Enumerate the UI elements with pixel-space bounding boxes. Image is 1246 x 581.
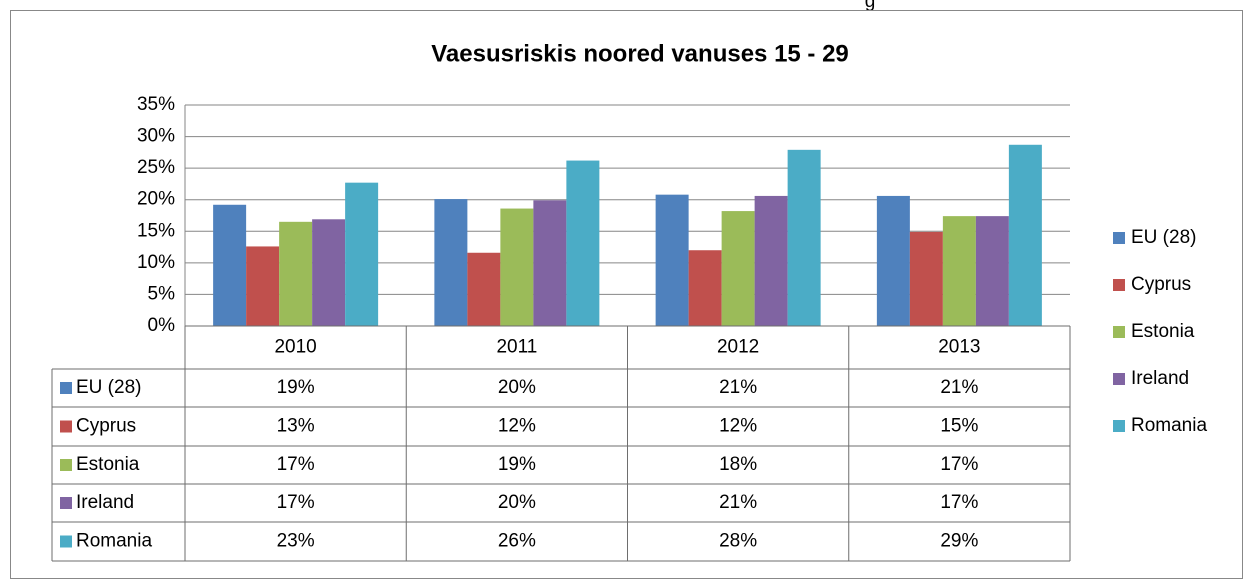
legend-label: Estonia bbox=[1131, 321, 1195, 342]
bar bbox=[721, 211, 755, 326]
table-cell: 21% bbox=[719, 377, 757, 398]
legend-key bbox=[1113, 326, 1125, 338]
bar bbox=[688, 250, 722, 326]
y-tick-label: 15% bbox=[137, 220, 175, 241]
bar bbox=[213, 204, 247, 326]
page-fragment: g bbox=[865, 0, 876, 12]
table-cell: 19% bbox=[498, 454, 536, 475]
table-cell: 15% bbox=[940, 416, 978, 437]
table-cell: 21% bbox=[719, 492, 757, 513]
chart-frame bbox=[10, 10, 1243, 579]
bar bbox=[655, 194, 689, 326]
table-row-label: Romania bbox=[76, 531, 152, 552]
legend-key bbox=[1113, 420, 1125, 432]
legend-label: Ireland bbox=[1131, 368, 1189, 389]
table-cell: 29% bbox=[940, 531, 978, 552]
table-cell: 21% bbox=[940, 377, 978, 398]
bar bbox=[754, 195, 788, 326]
table-cell: 28% bbox=[719, 531, 757, 552]
legend-label: EU (28) bbox=[1131, 227, 1196, 248]
table-legend-key bbox=[60, 497, 72, 509]
bar bbox=[942, 216, 976, 326]
bar bbox=[312, 219, 346, 326]
legend-key bbox=[1113, 373, 1125, 385]
bar bbox=[876, 195, 910, 326]
table-cell: 12% bbox=[719, 416, 757, 437]
x-tick-label: 2013 bbox=[938, 337, 980, 358]
table-cell: 19% bbox=[277, 377, 315, 398]
y-tick-label: 20% bbox=[137, 189, 175, 210]
bar bbox=[1008, 144, 1042, 326]
bar bbox=[909, 231, 943, 326]
y-tick-label: 35% bbox=[137, 94, 175, 115]
table-row-label: EU (28) bbox=[76, 377, 141, 398]
table-row-label: Cyprus bbox=[76, 416, 136, 437]
y-tick-label: 0% bbox=[148, 315, 176, 336]
legend-key bbox=[1113, 279, 1125, 291]
table-cell: 20% bbox=[498, 492, 536, 513]
table-legend-key bbox=[60, 382, 72, 394]
chart-title: Vaesusriskis noored vanuses 15 - 29 bbox=[431, 40, 849, 67]
table-cell: 13% bbox=[277, 416, 315, 437]
table-row-label: Ireland bbox=[76, 492, 134, 513]
legend-label: Romania bbox=[1131, 415, 1207, 436]
table-cell: 17% bbox=[940, 492, 978, 513]
bar bbox=[246, 246, 280, 326]
legend-label: Cyprus bbox=[1131, 274, 1191, 295]
table-legend-key bbox=[60, 420, 72, 433]
bar bbox=[434, 199, 468, 326]
table-cell: 23% bbox=[277, 531, 315, 552]
bar bbox=[975, 216, 1009, 326]
y-tick-label: 25% bbox=[137, 157, 175, 178]
bar bbox=[787, 149, 821, 326]
table-cell: 20% bbox=[498, 377, 536, 398]
bar bbox=[533, 200, 567, 326]
table-legend-key bbox=[60, 459, 72, 471]
x-tick-label: 2012 bbox=[717, 337, 759, 358]
y-tick-label: 30% bbox=[137, 126, 175, 147]
bar bbox=[279, 221, 313, 326]
bar bbox=[467, 252, 501, 326]
bar bbox=[500, 208, 534, 326]
table-cell: 17% bbox=[277, 492, 315, 513]
table-cell: 18% bbox=[719, 454, 757, 475]
table-row-label: Estonia bbox=[76, 454, 140, 475]
y-tick-label: 5% bbox=[148, 283, 176, 304]
y-tick-label: 10% bbox=[137, 252, 175, 273]
legend-key bbox=[1113, 232, 1125, 244]
bar bbox=[345, 182, 379, 326]
table-cell: 17% bbox=[277, 454, 315, 475]
table-cell: 17% bbox=[940, 454, 978, 475]
table-cell: 12% bbox=[498, 416, 536, 437]
table-cell: 26% bbox=[498, 531, 536, 552]
bar bbox=[566, 160, 600, 326]
table-legend-key bbox=[60, 535, 72, 548]
x-tick-label: 2011 bbox=[496, 337, 537, 358]
x-tick-label: 2010 bbox=[274, 337, 316, 358]
